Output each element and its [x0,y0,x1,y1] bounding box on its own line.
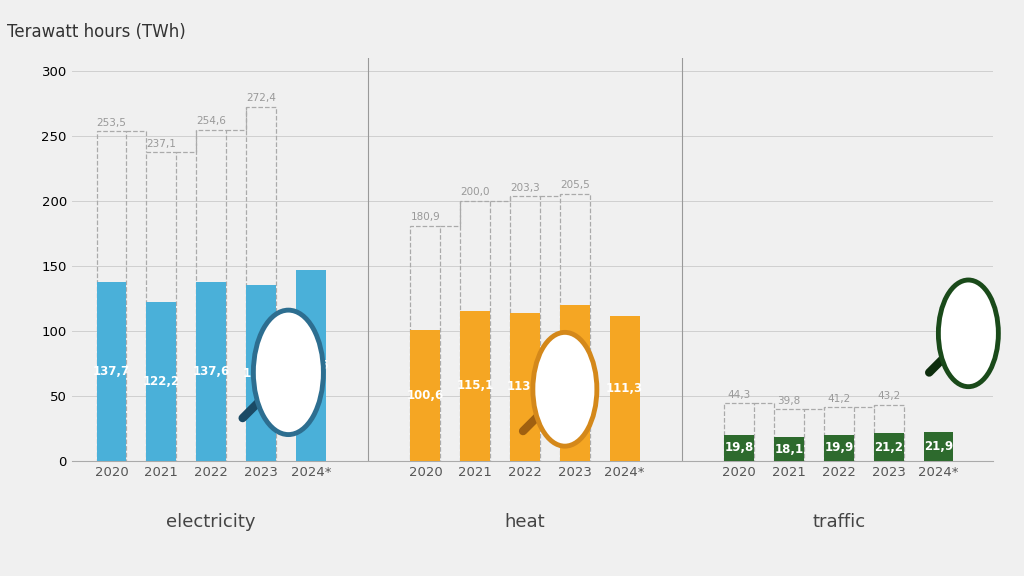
Text: 115,1: 115,1 [457,380,494,392]
Bar [560,305,590,461]
Text: 135,0: 135,0 [243,366,280,380]
Text: 100,6: 100,6 [407,389,444,402]
Text: -7%: -7% [546,380,584,398]
Text: 111,3: 111,3 [606,382,643,395]
Text: 113,8: 113,8 [507,380,544,393]
Text: 137,7: 137,7 [93,365,130,378]
Text: 137,6: 137,6 [193,365,229,378]
Bar [774,409,804,461]
Text: 44,3: 44,3 [728,390,751,400]
Bar [411,330,440,461]
Bar [411,226,440,461]
Bar [146,153,176,461]
Text: 203,3: 203,3 [510,183,540,193]
Bar [824,435,854,461]
Bar [873,433,903,461]
Text: 19,9: 19,9 [824,441,853,454]
Bar [460,200,490,461]
Text: 237,1: 237,1 [146,139,176,149]
Text: 254,6: 254,6 [197,116,226,126]
Bar [724,435,754,461]
Text: 146,6: 146,6 [292,359,330,372]
Bar [460,311,490,461]
Bar [96,131,127,461]
Text: 122,2: 122,2 [142,375,180,388]
Text: 19,8: 19,8 [725,441,754,454]
Bar [924,433,953,461]
Bar [197,130,226,461]
Text: Terawatt hours (TWh): Terawatt hours (TWh) [7,24,186,41]
Bar [510,196,540,461]
Bar [246,107,275,461]
Bar [96,282,127,461]
Text: 41,2: 41,2 [827,394,851,404]
Text: 272,4: 272,4 [246,93,275,103]
Bar [774,437,804,461]
Bar [873,404,903,461]
Text: 21,2: 21,2 [874,441,903,453]
Bar [246,285,275,461]
Bar [146,302,176,461]
Text: +9%: +9% [265,363,311,381]
Text: heat: heat [505,513,546,531]
Bar [824,407,854,461]
Text: traffic: traffic [812,513,865,531]
Text: 205,5: 205,5 [560,180,590,190]
Text: electricity: electricity [167,513,256,531]
Text: 119,5: 119,5 [556,377,594,389]
Text: 21,9: 21,9 [924,440,953,453]
Bar [296,270,326,461]
Text: +3%: +3% [945,324,991,342]
Bar [560,194,590,461]
Bar [510,313,540,461]
Text: 18,1: 18,1 [774,442,804,456]
Text: 253,5: 253,5 [96,118,127,128]
Text: 43,2: 43,2 [877,391,900,401]
Text: 200,0: 200,0 [461,187,489,198]
Text: 180,9: 180,9 [411,213,440,222]
Bar [724,403,754,461]
Bar [197,282,226,461]
Text: 39,8: 39,8 [777,396,801,406]
Bar [609,316,640,461]
